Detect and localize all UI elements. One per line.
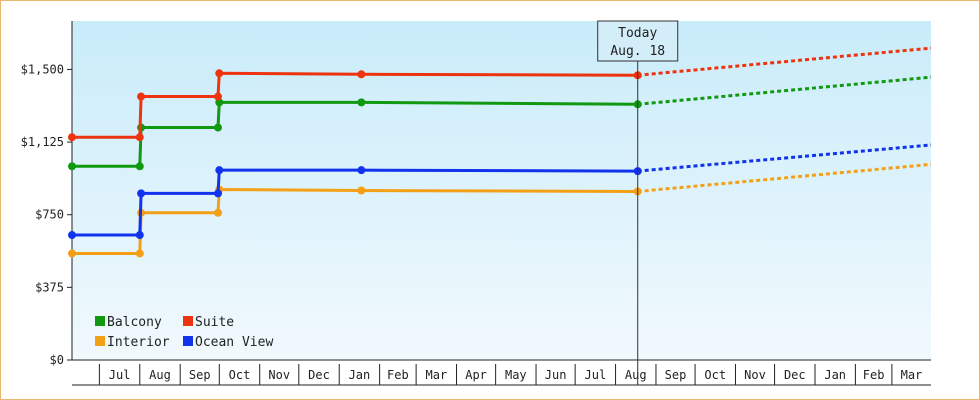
x-tick-label: Oct (704, 368, 726, 382)
data-point (215, 69, 224, 78)
data-point (357, 166, 366, 175)
x-tick-label: Jan (349, 368, 371, 382)
x-tick-label: Aug (149, 368, 171, 382)
today-box (597, 20, 679, 62)
legend-swatch (183, 336, 193, 346)
y-tick-label: $750 (35, 208, 64, 222)
x-tick-label: Mar (425, 368, 447, 382)
projection-line (637, 143, 932, 173)
legend-label: Balcony (107, 315, 162, 330)
data-point (68, 133, 76, 142)
data-point (357, 186, 366, 195)
y-tick-label: $1,125 (21, 135, 64, 149)
data-point (137, 92, 146, 101)
data-point (215, 166, 224, 175)
x-tick-label: Jan (824, 368, 846, 382)
today-date: Aug. 18 (610, 44, 665, 59)
data-point (357, 70, 366, 79)
data-point (135, 162, 144, 171)
data-point (135, 133, 144, 142)
data-point (213, 92, 222, 101)
x-tick-label: Nov (268, 368, 290, 382)
legend-label: Ocean View (195, 335, 273, 350)
projection-line (637, 75, 932, 106)
legend-swatch (95, 336, 105, 346)
legend-swatch (183, 316, 193, 326)
x-tick-label: Aug (625, 368, 647, 382)
data-point (213, 123, 222, 132)
data-point (68, 162, 76, 171)
axes: $0 $375 $750 $1,125 $1,500 Jul Aug Sep Oct Nov Dec… (21, 21, 931, 386)
data-point (135, 249, 144, 258)
y-tick-label: $0 (50, 353, 64, 367)
projection-line (637, 162, 932, 193)
legend: Balcony Suite Interior Ocean View (95, 315, 273, 350)
x-tick-label: Jul (585, 368, 607, 382)
data-point (137, 189, 146, 198)
y-tick-label: $375 (35, 280, 64, 294)
x-tick-label: Dec (784, 368, 806, 382)
x-tick-label: Apr (465, 368, 487, 382)
x-tick-label: Sep (665, 368, 687, 382)
legend-label: Interior (107, 335, 170, 350)
y-tick-label: $1,500 (21, 62, 64, 76)
x-tick-label: Sep (189, 368, 211, 382)
legend-label: Suite (195, 315, 234, 330)
data-point (135, 231, 144, 240)
x-tick-label: May (505, 368, 527, 382)
today-marker: Today Aug. 18 (597, 20, 679, 385)
x-tick-label: Nov (744, 368, 766, 382)
data-point (68, 231, 76, 240)
x-tick-label: Dec (308, 368, 330, 382)
x-tick-label: Feb (387, 368, 409, 382)
data-point (357, 98, 366, 107)
series-lines (68, 46, 932, 258)
today-label: Today (618, 26, 657, 41)
x-tick-label: Oct (229, 368, 251, 382)
x-tick-label: Jul (109, 368, 131, 382)
legend-swatch (95, 316, 105, 326)
data-point (68, 249, 76, 258)
data-point (213, 208, 222, 217)
projection-line (637, 46, 932, 77)
data-point (213, 189, 222, 198)
x-tick-label: Mar (901, 368, 923, 382)
x-tick-label: Feb (863, 368, 885, 382)
x-tick-label: Jun (545, 368, 567, 382)
